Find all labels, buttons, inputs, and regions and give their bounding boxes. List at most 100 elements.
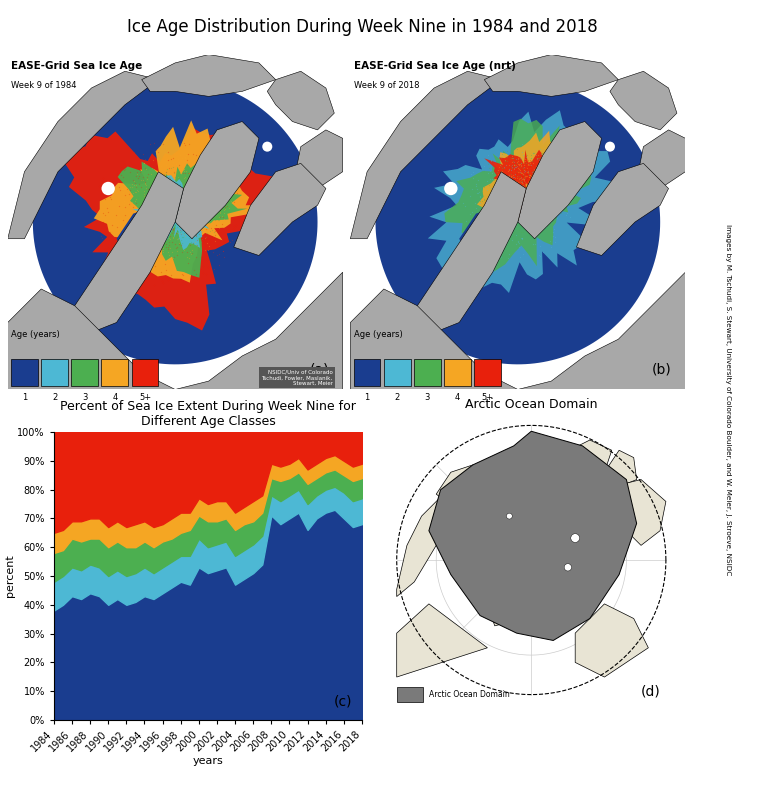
Point <box>494 195 506 208</box>
Point <box>509 205 521 218</box>
Point <box>524 155 536 168</box>
Point <box>506 152 518 165</box>
Point <box>507 215 520 228</box>
Point <box>178 243 190 256</box>
Circle shape <box>263 142 273 152</box>
Point <box>166 197 179 210</box>
Point <box>228 213 240 226</box>
Point <box>514 160 526 173</box>
Point <box>529 177 541 190</box>
Point <box>156 178 168 191</box>
Point <box>186 203 198 216</box>
Point <box>139 178 151 190</box>
Point <box>158 193 170 206</box>
Point <box>544 202 556 214</box>
Point <box>521 178 533 191</box>
Point <box>213 182 225 195</box>
Point <box>487 198 500 210</box>
Point <box>490 186 502 198</box>
Text: NSIDC/Univ of Colorado
Tschudi, Fowler, Maslanik,
Stewart, Meier: NSIDC/Univ of Colorado Tschudi, Fowler, … <box>262 370 333 386</box>
Point <box>519 180 531 193</box>
Point <box>531 178 544 190</box>
Point <box>176 194 188 206</box>
Point <box>228 220 240 233</box>
Point <box>176 203 189 216</box>
Point <box>507 172 520 185</box>
Point <box>169 194 182 206</box>
Point <box>515 196 527 209</box>
Point <box>509 213 521 226</box>
Point <box>167 202 179 215</box>
Point <box>175 206 187 219</box>
Point <box>514 188 527 201</box>
Point <box>169 208 181 221</box>
Point <box>176 202 189 214</box>
Point <box>530 195 542 208</box>
Point <box>523 202 535 214</box>
Point <box>500 193 513 206</box>
Point <box>144 204 156 217</box>
Point <box>513 187 525 200</box>
Point <box>483 178 495 191</box>
Point <box>161 184 173 197</box>
Point <box>231 186 243 199</box>
Point <box>540 219 552 232</box>
Point <box>160 215 172 228</box>
Point <box>191 238 203 251</box>
Point <box>171 211 183 224</box>
Point <box>225 195 237 208</box>
Point <box>174 200 186 213</box>
Point <box>228 196 240 209</box>
Point <box>134 166 146 178</box>
Point <box>485 173 497 186</box>
Point <box>167 161 179 174</box>
Point <box>544 234 556 247</box>
Point <box>160 219 172 232</box>
Point <box>169 210 182 223</box>
Point <box>160 166 172 179</box>
Point <box>160 158 172 171</box>
Point <box>549 166 561 179</box>
Point <box>531 179 543 192</box>
Point <box>172 202 184 214</box>
Point <box>163 209 176 222</box>
Point <box>159 206 171 218</box>
Point <box>172 202 185 214</box>
Point <box>174 209 186 222</box>
Point <box>181 187 193 200</box>
Point <box>188 187 200 200</box>
Point <box>172 186 185 198</box>
Point <box>498 154 511 167</box>
Point <box>152 222 164 234</box>
Point <box>544 148 556 161</box>
Point <box>164 186 176 199</box>
Point <box>149 202 162 214</box>
Point <box>185 188 197 201</box>
Point <box>115 236 127 249</box>
Point <box>494 190 506 203</box>
Point <box>175 206 187 219</box>
Point <box>520 174 532 186</box>
Point <box>199 231 211 244</box>
Point <box>520 187 532 200</box>
Point <box>162 236 175 249</box>
Point <box>179 213 191 226</box>
Point <box>188 186 200 198</box>
Point <box>507 169 519 182</box>
Point <box>175 212 187 225</box>
Point <box>174 224 186 237</box>
Point <box>501 170 514 182</box>
Point <box>131 166 143 178</box>
Point <box>151 219 163 232</box>
Point <box>158 196 170 209</box>
Point <box>176 215 189 228</box>
Point <box>193 206 206 219</box>
Point <box>194 184 206 197</box>
Point <box>196 236 208 249</box>
Point <box>524 173 537 186</box>
Point <box>527 174 539 187</box>
Point <box>180 210 192 223</box>
Point <box>169 202 181 214</box>
Point <box>535 162 547 175</box>
Point <box>504 199 516 212</box>
